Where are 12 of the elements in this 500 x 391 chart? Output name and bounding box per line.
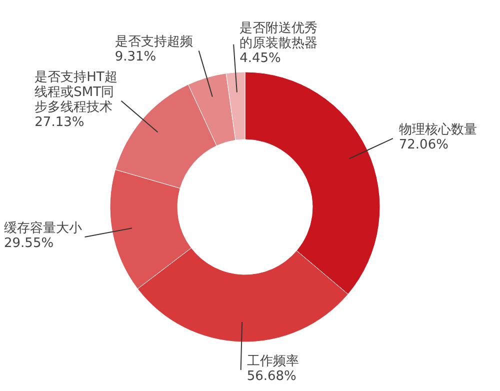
data-label: 72.06% [398,137,448,152]
slice-label: 缓存容量大小 [4,220,82,236]
data-label: 56.68% [246,368,296,384]
slice-label: 物理核心数量 [398,121,477,138]
slice-label: 工作频率 [246,352,299,369]
data-label: 27.13% [34,114,84,130]
slice-label: 是否附送优秀的原装散热器 [240,20,318,51]
slice-label: 是否支持超频 [114,34,193,50]
data-label: 9.31% [114,50,156,65]
data-label: 29.55% [4,236,54,252]
slice-label: 是否支持HT超线程或SMT同步多线程技术 [34,70,118,115]
data-label: 4.45% [240,50,281,66]
